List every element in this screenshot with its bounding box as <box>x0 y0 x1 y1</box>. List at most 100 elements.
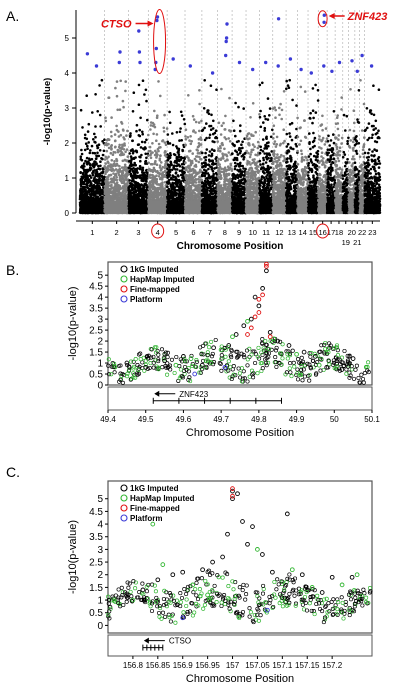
manhattan-point <box>203 192 206 195</box>
manhattan-point <box>80 158 84 162</box>
manhattan-point <box>173 161 176 164</box>
manhattan-point <box>82 162 86 165</box>
manhattan-point <box>176 151 180 154</box>
manhattan-point <box>115 124 118 128</box>
manhattan-point <box>169 152 172 155</box>
manhattan-point <box>144 174 148 178</box>
manhattan-point <box>207 167 210 171</box>
manhattan-point <box>137 103 141 106</box>
manhattan-point <box>100 78 104 82</box>
manhattan-point <box>204 172 207 175</box>
manhattan-point <box>225 153 228 157</box>
manhattan-point <box>107 168 110 171</box>
manhattan-point <box>175 156 179 159</box>
manhattan-point <box>184 185 187 188</box>
manhattan-point <box>204 197 208 201</box>
manhattan-point <box>149 121 153 124</box>
manhattan-point <box>126 155 130 158</box>
manhattan-point <box>86 176 89 179</box>
manhattan-point <box>85 183 89 187</box>
manhattan-point <box>85 168 89 172</box>
manhattan-point <box>172 193 175 196</box>
manhattan-point <box>156 195 160 198</box>
manhattan-point <box>222 187 226 190</box>
manhattan-point <box>143 148 146 151</box>
manhattan-point <box>211 196 215 200</box>
manhattan-point <box>123 188 126 192</box>
manhattan-point <box>127 166 131 170</box>
manhattan-point <box>90 144 94 148</box>
manhattan-point <box>103 138 106 141</box>
manhattan-point <box>116 148 120 152</box>
manhattan-point <box>155 139 158 142</box>
manhattan-point <box>184 138 188 141</box>
manhattan-point <box>228 140 232 143</box>
manhattan-point <box>132 170 135 173</box>
manhattan-point <box>177 185 180 188</box>
manhattan-point <box>151 151 154 154</box>
manhattan-point <box>213 131 217 135</box>
manhattan-point <box>203 174 207 178</box>
manhattan-point <box>207 158 211 162</box>
manhattan-point <box>177 195 181 199</box>
manhattan-point <box>97 164 100 168</box>
manhattan-point <box>187 196 190 199</box>
manhattan-point <box>85 190 88 194</box>
manhattan-point <box>85 193 89 197</box>
manhattan-point <box>124 150 127 154</box>
manhattan-point <box>224 114 227 118</box>
manhattan-point <box>172 166 175 169</box>
manhattan-point <box>83 133 87 137</box>
manhattan-point <box>208 150 212 153</box>
manhattan-point <box>128 200 149 215</box>
manhattan-point <box>119 79 122 83</box>
manhattan-point <box>132 184 136 187</box>
manhattan-point <box>168 110 171 114</box>
manhattan-point <box>128 170 131 173</box>
manhattan-point <box>121 153 124 156</box>
manhattan-point <box>107 96 111 99</box>
manhattan-point <box>206 110 209 114</box>
manhattan-point <box>110 116 113 119</box>
manhattan-point <box>139 187 142 190</box>
manhattan-point <box>223 147 226 151</box>
manhattan-point <box>83 148 87 152</box>
manhattan-point <box>162 130 166 133</box>
manhattan-point <box>163 153 167 157</box>
manhattan-point <box>115 159 119 162</box>
manhattan-point <box>107 138 111 141</box>
manhattan-point <box>141 194 145 198</box>
manhattan-point <box>155 133 159 136</box>
manhattan-point <box>181 149 184 153</box>
manhattan-point <box>136 167 140 170</box>
manhattan-point <box>118 108 122 111</box>
manhattan-point <box>157 175 161 178</box>
manhattan-point <box>205 122 208 125</box>
manhattan-point <box>187 94 190 97</box>
manhattan-point <box>94 125 97 128</box>
manhattan-point <box>98 186 101 189</box>
manhattan-point <box>100 178 104 182</box>
manhattan-point <box>180 139 183 142</box>
manhattan-point <box>94 141 97 144</box>
manhattan-point <box>131 176 134 180</box>
manhattan-point <box>104 170 107 173</box>
manhattan-point <box>208 136 211 139</box>
manhattan-point <box>91 173 95 177</box>
manhattan-point <box>171 132 174 135</box>
manhattan-point <box>122 196 125 199</box>
manhattan-point <box>200 119 203 123</box>
manhattan-point <box>138 128 141 132</box>
manhattan-point <box>90 192 94 196</box>
manhattan-point <box>168 165 171 169</box>
manhattan-point <box>198 89 201 92</box>
manhattan-point <box>96 184 99 188</box>
manhattan-point <box>191 152 194 155</box>
manhattan-point <box>190 194 193 197</box>
manhattan-point <box>179 127 182 130</box>
manhattan-point <box>198 152 201 155</box>
manhattan-point <box>119 194 123 198</box>
manhattan-point <box>184 166 188 169</box>
manhattan-point <box>104 119 108 123</box>
manhattan-point <box>216 160 220 163</box>
